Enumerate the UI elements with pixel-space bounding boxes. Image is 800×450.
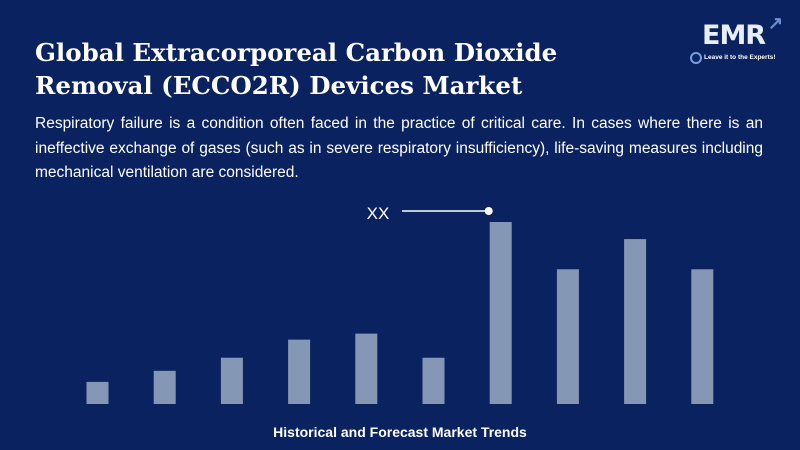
arrow-icon: ↗ bbox=[768, 13, 784, 33]
emr-logo: ↗ EMR Leave it to the Experts! bbox=[688, 14, 788, 70]
annotation-label: XX bbox=[367, 204, 390, 223]
logo-tagline: Leave it to the Experts! bbox=[704, 54, 776, 61]
bar-8 bbox=[556, 269, 579, 404]
bar-2 bbox=[153, 370, 176, 404]
logo-text: EMR bbox=[702, 20, 766, 51]
x-axis-label: Historical and Forecast Market Trends bbox=[273, 424, 527, 440]
bar-4 bbox=[288, 339, 311, 404]
bar-1 bbox=[86, 381, 109, 404]
annotation-dot bbox=[484, 207, 493, 215]
page-title: Global Extracorporeal Carbon Dioxide Rem… bbox=[35, 38, 558, 100]
bar-5 bbox=[355, 333, 378, 404]
bar-9 bbox=[624, 239, 647, 404]
bar-10 bbox=[691, 269, 714, 404]
description: Respiratory failure is a condition often… bbox=[35, 115, 763, 181]
bar-3 bbox=[220, 357, 243, 404]
bar-7 bbox=[489, 222, 512, 404]
bar-6 bbox=[422, 357, 445, 404]
ring-icon bbox=[690, 52, 702, 64]
